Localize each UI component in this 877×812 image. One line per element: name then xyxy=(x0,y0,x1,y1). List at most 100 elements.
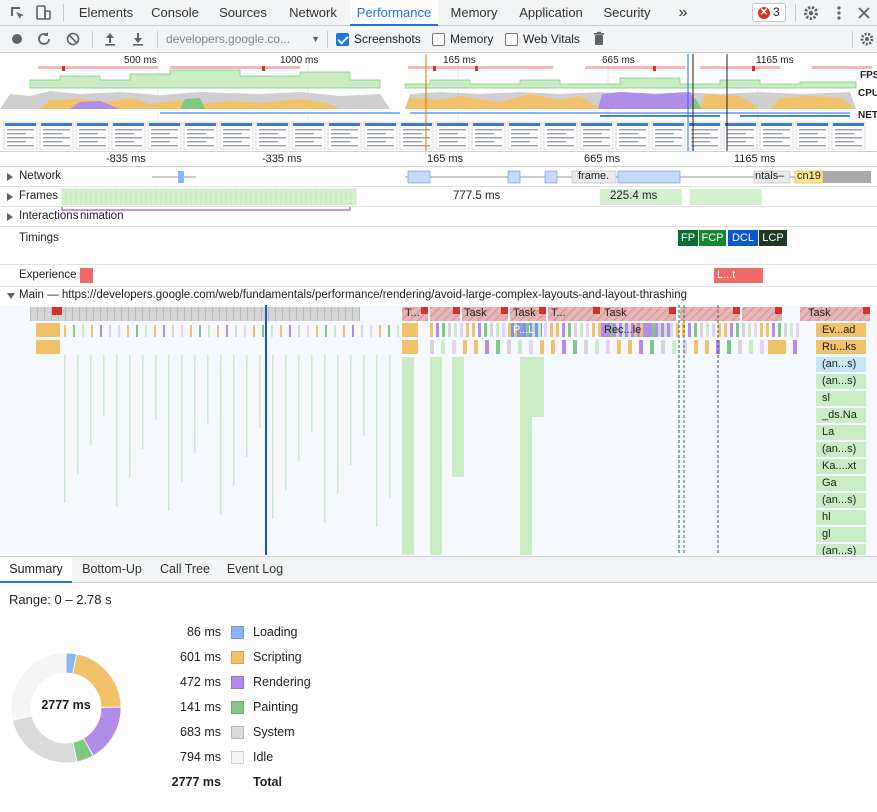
task-label[interactable]: T... xyxy=(405,307,420,319)
scripting-value: 601 ms xyxy=(180,650,221,664)
flame-call-frame[interactable]: sl xyxy=(822,392,830,404)
flame-call-frame[interactable]: La xyxy=(822,426,835,438)
record-icon[interactable] xyxy=(9,31,25,47)
flame-call-frame[interactable]: Ka....xt xyxy=(822,460,857,472)
timeline-ruler[interactable]: -835 ms -335 ms 165 ms 665 ms 1165 ms xyxy=(0,152,877,167)
screenshot-thumbnail xyxy=(579,121,614,150)
task-label[interactable]: Task xyxy=(513,307,536,319)
idle-swatch xyxy=(231,751,244,764)
download-icon[interactable] xyxy=(130,31,146,47)
donut-slice-idle xyxy=(10,652,67,721)
network-request-label[interactable]: ntals– xyxy=(755,170,785,182)
web-vitals-checkbox[interactable] xyxy=(505,33,518,46)
fp-marker[interactable]: FP xyxy=(678,230,698,246)
network-requests xyxy=(152,170,871,184)
interaction-animation-label[interactable]: nimation xyxy=(80,210,124,222)
rendering-label: Rendering xyxy=(253,675,311,689)
network-track[interactable]: Network frame. ntals– cn19 xyxy=(0,168,877,187)
flame-call-frame[interactable]: gl xyxy=(822,528,831,540)
tab-event-log[interactable]: Event Log xyxy=(226,562,284,576)
device-toolbar-icon[interactable] xyxy=(34,4,52,22)
settings-gear-icon[interactable] xyxy=(802,4,820,22)
close-devtools-icon[interactable] xyxy=(855,4,873,22)
main-track-header[interactable]: Main — https://developers.google.com/web… xyxy=(0,287,877,305)
frame-duration-label[interactable]: 777.5 ms xyxy=(453,190,501,202)
idle-label: Idle xyxy=(253,750,274,764)
flame-call-frame[interactable]: _ds.Na xyxy=(822,409,857,421)
error-count-badge[interactable]: ✕ 3 xyxy=(752,3,786,22)
task-label[interactable]: T... xyxy=(551,307,566,319)
trash-icon[interactable] xyxy=(591,31,607,47)
screenshot-thumbnail xyxy=(3,121,38,150)
layout-shift-marker[interactable]: L...t xyxy=(714,268,763,283)
tab-sources[interactable]: Sources xyxy=(219,5,267,20)
flame-call-frame[interactable]: Ev...ad xyxy=(822,324,856,336)
more-tabs-button[interactable]: » xyxy=(678,4,688,21)
system-swatch xyxy=(231,726,244,739)
lcp-marker[interactable]: LCP xyxy=(759,230,787,246)
inspect-element-icon[interactable] xyxy=(8,4,26,22)
loading-label: Loading xyxy=(253,625,298,639)
recording-select[interactable]: developers.google.co... ▼ xyxy=(166,31,322,48)
screenshot-thumbnail xyxy=(255,121,290,150)
task-label[interactable]: Task xyxy=(604,307,627,319)
donut-total: 2777 ms xyxy=(41,698,91,712)
expand-arrow-icon[interactable] xyxy=(7,193,13,201)
tab-console[interactable]: Console xyxy=(151,5,199,20)
tab-summary[interactable]: Summary xyxy=(0,557,72,583)
screenshot-thumbnail xyxy=(111,121,146,150)
flame-call-frame[interactable]: Ru...ks xyxy=(822,341,857,353)
task-label[interactable]: Task xyxy=(464,307,487,319)
screenshots-checkbox[interactable] xyxy=(336,33,349,46)
tab-security[interactable]: Security xyxy=(603,5,651,20)
collapse-arrow-icon[interactable] xyxy=(7,293,15,299)
recalc-style-label[interactable]: Rec...le xyxy=(604,324,642,336)
total-value: 2777 ms xyxy=(171,775,221,789)
flame-call-frame[interactable]: (an...s) xyxy=(822,375,857,387)
screenshot-thumbnail xyxy=(327,121,362,150)
dcl-marker[interactable]: DCL xyxy=(728,230,758,246)
frames-track[interactable]: Frames 777.5 ms 225.4 ms xyxy=(0,187,877,207)
screenshot-thumbnail xyxy=(363,121,398,150)
expand-arrow-icon[interactable] xyxy=(7,173,13,181)
main-flame-chart[interactable]: T... Task Task T... Task Task P...L Rec.… xyxy=(0,305,877,555)
flame-call-frame[interactable]: (an...s) xyxy=(822,443,857,455)
reload-record-icon[interactable] xyxy=(36,31,52,47)
overview-tick-label: 1000 ms xyxy=(280,55,319,66)
upload-icon[interactable] xyxy=(102,31,118,47)
clear-icon[interactable] xyxy=(65,31,81,47)
tab-memory[interactable]: Memory xyxy=(450,5,498,20)
network-request-label[interactable]: frame. xyxy=(578,170,610,182)
fcp-marker[interactable]: FCP xyxy=(699,230,726,246)
task-label[interactable]: Task xyxy=(808,307,831,319)
interactions-track[interactable]: Interactions nimation xyxy=(0,207,877,227)
timeline-overview[interactable]: FPS CPU NET 500 ms 1000 ms 165 ms 665 ms… xyxy=(0,54,877,152)
flame-call-frame[interactable]: Ga xyxy=(822,477,837,489)
network-request-label[interactable]: cn19 xyxy=(797,170,821,182)
screenshot-thumbnail xyxy=(831,121,866,150)
tab-call-tree[interactable]: Call Tree xyxy=(159,562,211,576)
frame-duration-label[interactable]: 225.4 ms xyxy=(610,190,658,202)
flame-call-frame[interactable]: (an...s) xyxy=(822,494,857,506)
ruler-tick-label: -335 ms xyxy=(262,153,302,165)
tab-performance[interactable]: Performance xyxy=(350,0,438,26)
paint-layout-label[interactable]: P...L xyxy=(513,324,535,336)
tab-bottom-up[interactable]: Bottom-Up xyxy=(82,562,142,576)
tab-network[interactable]: Network xyxy=(289,5,337,20)
tab-application[interactable]: Application xyxy=(519,5,583,20)
summary-row-painting: 141 ms Painting xyxy=(140,698,440,718)
tab-elements[interactable]: Elements xyxy=(78,5,134,20)
layout-shift-marker[interactable] xyxy=(80,268,93,283)
summary-row-scripting: 601 ms Scripting xyxy=(140,648,440,668)
memory-checkbox[interactable] xyxy=(432,33,445,46)
flame-call-frame[interactable]: hl xyxy=(822,511,831,523)
toolbar-separator xyxy=(92,31,93,48)
scripting-swatch xyxy=(231,651,244,664)
expand-arrow-icon[interactable] xyxy=(7,213,13,221)
summary-row-idle: 794 ms Idle xyxy=(140,748,440,768)
capture-settings-gear-icon[interactable] xyxy=(859,31,875,47)
more-options-icon[interactable] xyxy=(830,4,848,22)
flame-call-frame[interactable]: (an...s) xyxy=(822,358,857,370)
flame-call-frame[interactable]: (an...s) xyxy=(822,545,857,555)
overview-tick-label: 665 ms xyxy=(602,55,635,66)
